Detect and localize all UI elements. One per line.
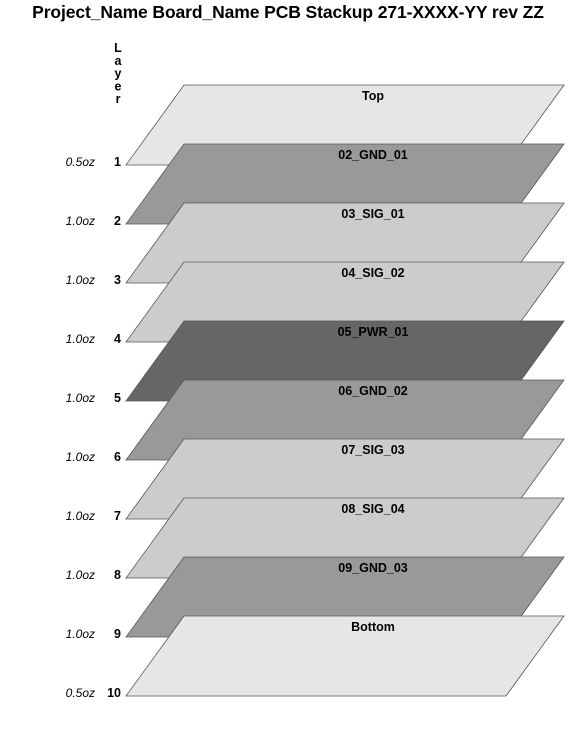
layer-name: 02_GND_01 [338, 148, 408, 162]
copper-weight: 1.0oz [66, 450, 95, 464]
copper-weight: 1.0oz [66, 273, 95, 287]
copper-weight: 1.0oz [66, 332, 95, 346]
copper-weight: 1.0oz [66, 568, 95, 582]
layer-axis-letter: r [116, 92, 121, 106]
layer-number: 3 [114, 273, 121, 287]
layer-number: 6 [114, 450, 121, 464]
layer-number: 7 [114, 509, 121, 523]
layer-number: 1 [114, 155, 121, 169]
layer-name: 09_GND_03 [338, 561, 408, 575]
copper-weight: 1.0oz [66, 509, 95, 523]
layer-name: 05_PWR_01 [338, 325, 409, 339]
layer-number: 2 [114, 214, 121, 228]
layer-number: 5 [114, 391, 121, 405]
layer-name: 08_SIG_04 [341, 502, 404, 516]
copper-weight: 1.0oz [66, 391, 95, 405]
layer-axis-letter: L [114, 41, 122, 55]
copper-weight: 0.5oz [66, 155, 95, 169]
layer-axis-letter: e [115, 79, 122, 93]
layer-number: 8 [114, 568, 121, 582]
layer-axis-letter: y [115, 67, 122, 81]
layer-10: Bottom 10 0.5oz [66, 615, 565, 700]
layer-name: Top [362, 89, 384, 103]
copper-weight: 1.0oz [66, 214, 95, 228]
layer-number: 4 [114, 332, 121, 346]
layer-axis-letter: a [115, 54, 123, 68]
copper-weight: 0.5oz [66, 686, 95, 700]
layer-name: 06_GND_02 [338, 384, 408, 398]
layer-number: 10 [107, 686, 121, 700]
layer-name: Bottom [351, 620, 395, 634]
layer-number: 9 [114, 627, 121, 641]
copper-weight: 1.0oz [66, 627, 95, 641]
layer-name: 07_SIG_03 [341, 443, 404, 457]
layer-name: 03_SIG_01 [341, 207, 404, 221]
layer-plane [125, 615, 565, 697]
page-title: Project_Name Board_Name PCB Stackup 271-… [32, 2, 544, 22]
layer-name: 04_SIG_02 [341, 266, 404, 280]
